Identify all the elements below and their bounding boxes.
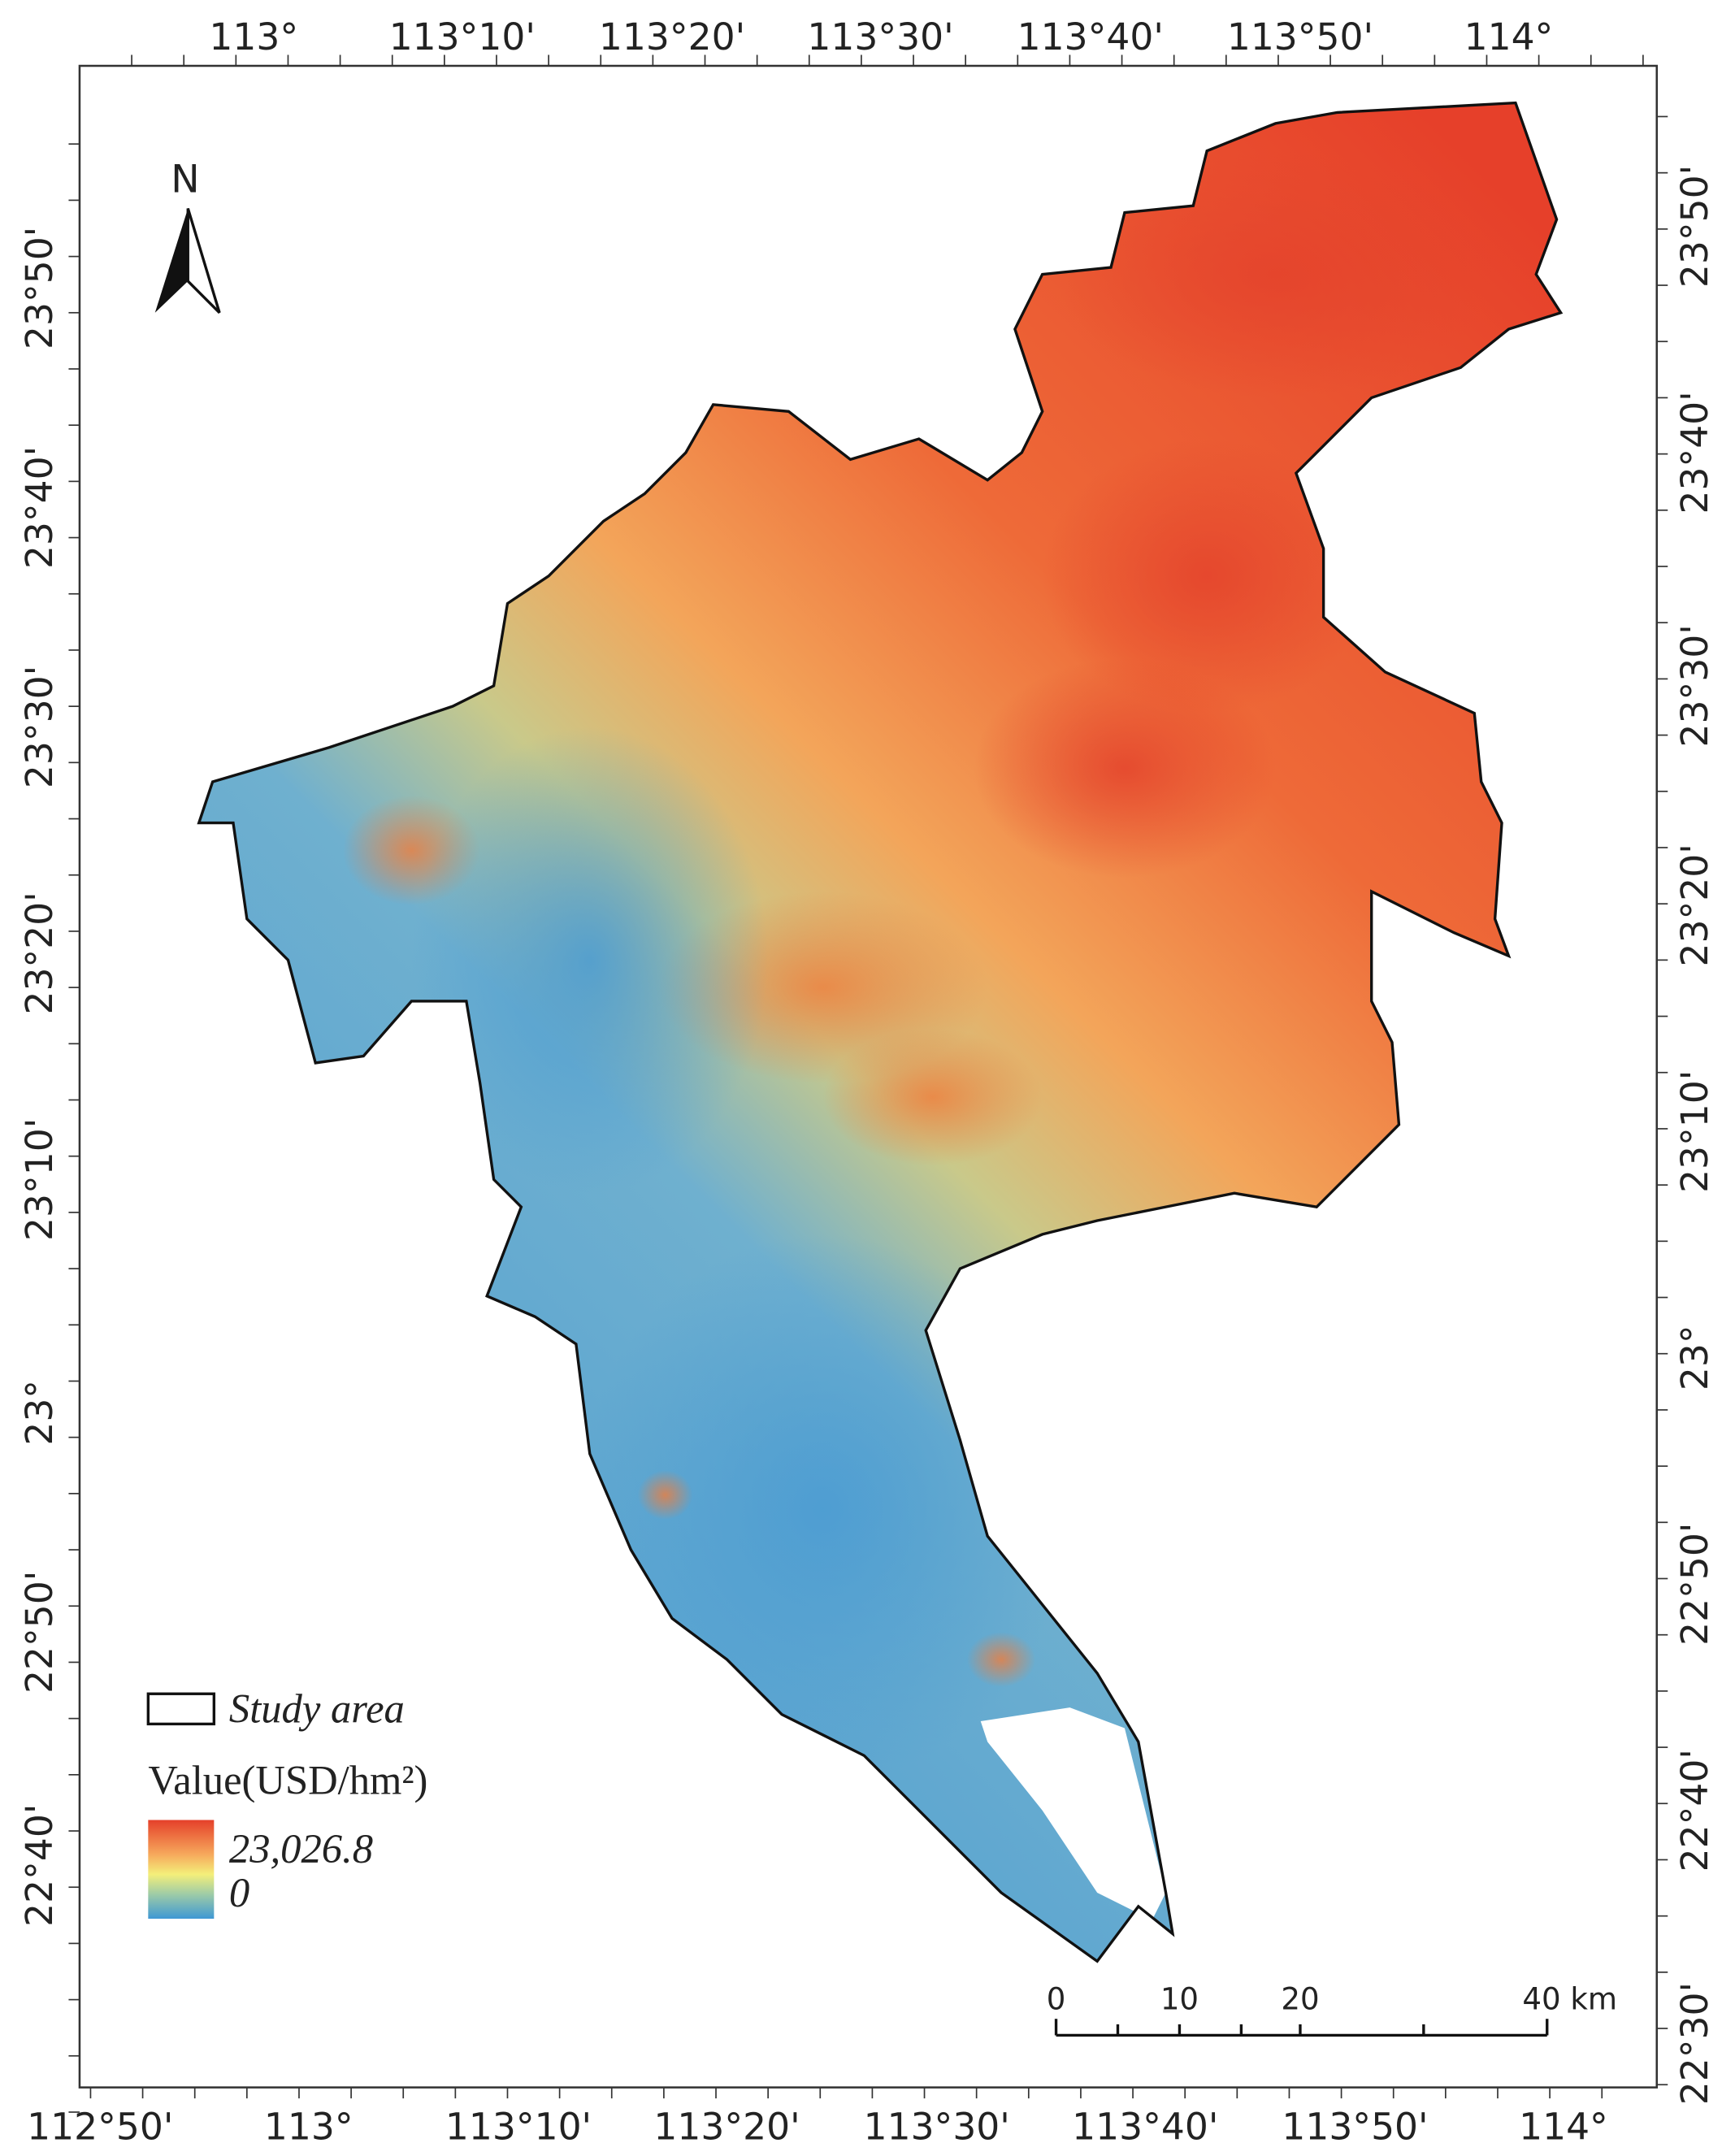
lon-label-bottom: 113°30' xyxy=(864,2106,1010,2149)
lon-label-bottom: 112°50' xyxy=(27,2106,173,2149)
lon-label-top: 114° xyxy=(1464,15,1554,59)
lat-label-left: 23°20' xyxy=(18,891,61,1014)
lat-label-right: 23° xyxy=(1673,1325,1716,1390)
scale-label: 0 xyxy=(1047,1981,1066,2016)
lat-label-left: 23°40' xyxy=(18,446,61,569)
north-arrow: N xyxy=(154,157,221,314)
legend-max: 23,026.8 xyxy=(229,1826,373,1872)
lon-label-bottom: 113°50' xyxy=(1282,2106,1428,2149)
lon-label-top: 113° xyxy=(209,15,298,59)
map-frame xyxy=(78,64,1659,2089)
scale-label: 40 km xyxy=(1522,1981,1617,2016)
lat-label-right: 23°10' xyxy=(1673,1070,1716,1193)
lon-label-top: 113°30' xyxy=(807,15,953,59)
lon-label-bottom: 114° xyxy=(1519,2106,1608,2149)
scale-label: 10 xyxy=(1160,1981,1199,2016)
lon-label-bottom: 113°10' xyxy=(445,2106,592,2149)
study-area-outline xyxy=(197,101,1564,1963)
legend: Study area Value(USD/hm²) 23,026.8 0 xyxy=(146,1686,427,1920)
lat-label-left: 22°50' xyxy=(18,1571,61,1694)
north-label: N xyxy=(171,157,199,202)
lon-label-top: 113°10' xyxy=(389,15,536,59)
lat-label-left: 23° xyxy=(18,1380,61,1446)
scale-bar: 0 10 20 40 km xyxy=(1047,1981,1617,2037)
lon-label-bottom: 113°40' xyxy=(1072,2106,1218,2149)
lat-label-right: 23°50' xyxy=(1673,165,1716,288)
lon-label-top: 113°20' xyxy=(599,15,745,59)
lat-label-left: 23°10' xyxy=(18,1118,61,1241)
legend-title: Value(USD/hm²) xyxy=(148,1757,427,1802)
scale-label: 20 xyxy=(1281,1981,1319,2016)
lat-label-left: 22°40' xyxy=(18,1804,61,1927)
legend-color-ramp xyxy=(148,1820,215,1920)
legend-min: 0 xyxy=(229,1870,249,1915)
frame-ticks xyxy=(68,54,1668,2113)
lat-label-right: 22°30' xyxy=(1673,1982,1716,2105)
lat-label-right: 23°30' xyxy=(1673,624,1716,747)
lat-label-right: 23°20' xyxy=(1673,844,1716,966)
lat-label-right: 23°40' xyxy=(1673,391,1716,514)
lat-label-left: 23°30' xyxy=(18,666,61,788)
lon-label-top: 113°40' xyxy=(1017,15,1164,59)
legend-study-area: Study area xyxy=(229,1686,405,1732)
lon-label-top: 113°50' xyxy=(1227,15,1373,59)
legend-study-area-swatch xyxy=(146,1692,216,1726)
lat-label-left: 23°50' xyxy=(18,227,61,349)
lon-label-bottom: 113°20' xyxy=(653,2106,800,2149)
lat-label-right: 22°40' xyxy=(1673,1749,1716,1872)
lon-label-bottom: 113° xyxy=(264,2106,354,2149)
lat-label-right: 22°50' xyxy=(1673,1523,1716,1646)
